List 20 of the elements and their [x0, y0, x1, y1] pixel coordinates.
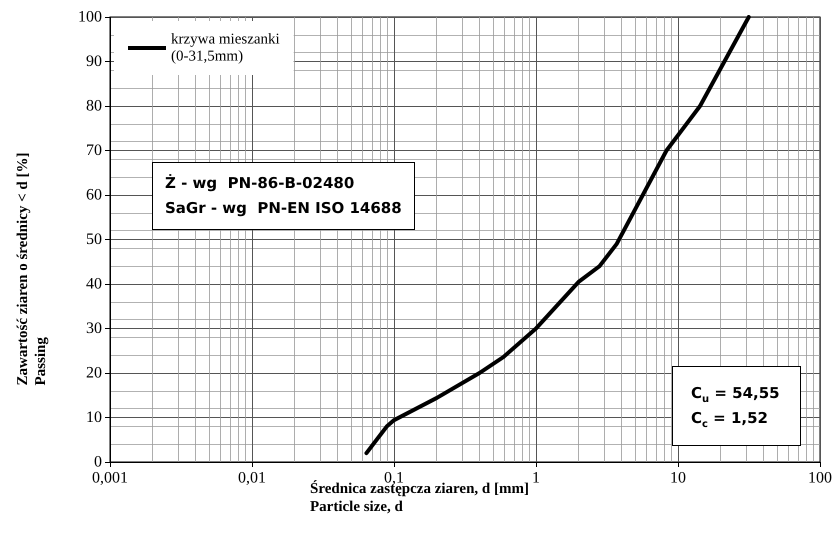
y-tick-label: 70	[86, 142, 102, 159]
x-tick-label: 0,001	[92, 470, 128, 486]
y-tick-label: 20	[86, 364, 102, 382]
annotation: Ż - wg PN-86-B-02480 SaGr - wg PN-EN ISO 14688	[152, 162, 415, 230]
legend-label: krzywa mieszanki (0-31,5mm)	[171, 32, 280, 64]
y-tick-label: 90	[86, 53, 102, 70]
x-tick-label: 100	[808, 470, 832, 486]
y-tick-label: 60	[86, 186, 102, 204]
y-tick-label: 100	[78, 8, 102, 26]
y-tick-label: 0	[94, 454, 102, 470]
x-tick-label: 10	[670, 470, 686, 486]
x-tick-label: 0,01	[238, 470, 266, 486]
y-tick-label: 10	[86, 409, 102, 426]
y-tick-label: 40	[86, 276, 102, 292]
x-tick-label: 1	[532, 470, 540, 486]
annotation: C$_{u}$ = 54,55 C$_{c}$ = 1,52	[672, 366, 801, 446]
y-tick-label: 30	[86, 320, 102, 337]
y-tick-label: 80	[86, 98, 102, 114]
y-axis-title: Zawartość ziaren o średnicy < d [%] Passing	[15, 152, 49, 386]
y-tick-label: 50	[86, 231, 102, 248]
